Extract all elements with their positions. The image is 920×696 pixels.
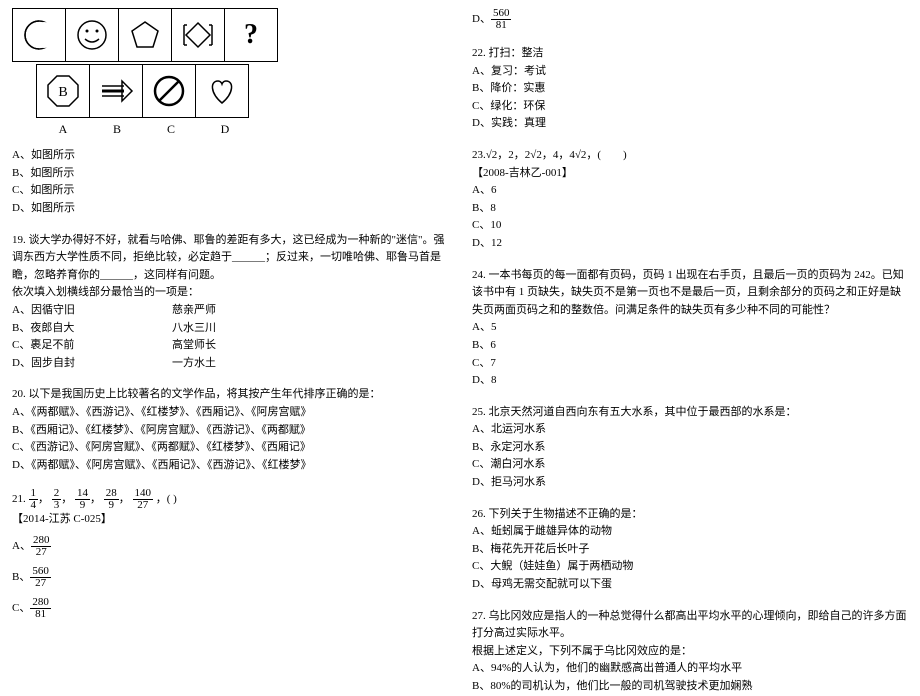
cell-heart	[195, 64, 249, 118]
q19-text: 19. 谈大学办得好不好，就看与哈佛、耶鲁的差距有多大，这已经成为一种新的"迷信…	[12, 232, 448, 285]
q23-tag: 【2008-吉林乙-001】	[472, 165, 908, 183]
q20-opt-c: C、《西游记》、《阿房宫赋》、《两都赋》、《红楼梦》、《西厢记》	[12, 439, 448, 457]
q19-opt-a: A、因循守旧慈亲严师	[12, 302, 448, 320]
q21-seq: 21. 14， 23， 149， 289， 14027 ，( )	[12, 488, 448, 511]
q18-options: A、如图所示 B、如图所示 C、如图所示 D、如图所示	[12, 147, 448, 217]
q19: 19. 谈大学办得好不好，就看与哈佛、耶鲁的差距有多大，这已经成为一种新的"迷信…	[12, 232, 448, 373]
q24: 24. 一本书每页的每一面都有页码，页码 1 出现在右手页，且最后一页的页码为 …	[472, 267, 908, 390]
q22-opt-a: A、复习：考试	[472, 63, 908, 81]
q20: 20. 以下是我国历史上比较著名的文学作品，将其按产生年代排序正确的是： A、《…	[12, 386, 448, 474]
q23-seq: 23.√2，2，2√2，4，4√2，( )	[472, 147, 908, 165]
q23: 23.√2，2，2√2，4，4√2，( ) 【2008-吉林乙-001】 A、6…	[472, 147, 908, 253]
cell-octagon-b: B	[36, 64, 90, 118]
q25: 25. 北京天然河道自西向东有五大水系，其中位于最西部的水系是： A、北运河水系…	[472, 404, 908, 492]
q25-opt-c: C、潮白河水系	[472, 456, 908, 474]
q27: 27. 乌比冈效应是指人的一种总觉得什么都高出平均水平的心理倾向，即给自己的许多…	[472, 608, 908, 696]
q20-opt-d: D、《两都赋》、《阿房宫赋》、《西厢记》、《西游记》、《红楼梦》	[12, 457, 448, 475]
q21-num: 21.	[12, 493, 26, 505]
q21: 21. 14， 23， 149， 289， 14027 ，( ) 【2014-江…	[12, 488, 448, 620]
q21-tag: 【2014-江苏 C-025】	[12, 511, 448, 529]
q24-text: 24. 一本书每页的每一面都有页码，页码 1 出现在右手页，且最后一页的页码为 …	[472, 267, 908, 320]
q25-text: 25. 北京天然河道自西向东有五大水系，其中位于最西部的水系是：	[472, 404, 908, 422]
figure-row-2: B	[36, 64, 448, 118]
q23-opt-a: A、6	[472, 182, 908, 200]
q26-text: 26. 下列关于生物描述不正确的是：	[472, 506, 908, 524]
q22: 22. 打扫：整洁 A、复习：考试 B、降价：实惠 C、绿化：环保 D、实践：真…	[472, 45, 908, 133]
q24-opt-c: C、7	[472, 355, 908, 373]
q24-opt-a: A、5	[472, 319, 908, 337]
label-c: C	[144, 120, 198, 139]
q27-text2: 根据上述定义，下列不属于乌比冈效应的是：	[472, 643, 908, 661]
cell-crescent	[12, 8, 66, 62]
q27-opt-a: A、94%的人认为，他们的幽默感高出普通人的平均水平	[472, 660, 908, 678]
q20-text: 20. 以下是我国历史上比较著名的文学作品，将其按产生年代排序正确的是：	[12, 386, 448, 404]
q23-opt-b: B、8	[472, 200, 908, 218]
q19-body: 谈大学办得好不好，就看与哈佛、耶鲁的差距有多大，这已经成为一种新的"迷信"。强调…	[12, 234, 444, 281]
q26-opt-a: A、蚯蚓属于雌雄异体的动物	[472, 523, 908, 541]
cell-smiley	[65, 8, 119, 62]
cell-diamond-brackets	[171, 8, 225, 62]
q24-opt-d: D、8	[472, 372, 908, 390]
q27-text1: 27. 乌比冈效应是指人的一种总觉得什么都高出平均水平的心理倾向，即给自己的许多…	[472, 608, 908, 643]
cell-pentagon	[118, 8, 172, 62]
q20-body: 以下是我国历史上比较著名的文学作品，将其按产生年代排序正确的是：	[29, 388, 381, 400]
q24-opt-b: B、6	[472, 337, 908, 355]
opt-b: B、如图所示	[12, 165, 448, 183]
q21-opt-b: B、56027	[12, 566, 448, 589]
right-column: D、56081 22. 打扫：整洁 A、复习：考试 B、降价：实惠 C、绿化：环…	[460, 0, 920, 651]
left-column: ? B A B C D A、如图所示 B、如图所示 C、如图所示	[0, 0, 460, 651]
opt-c: C、如图所示	[12, 182, 448, 200]
q22-opt-d: D、实践：真理	[472, 115, 908, 133]
octagon-letter: B	[58, 85, 67, 100]
q23-opt-d: D、12	[472, 235, 908, 253]
q25-opt-b: B、永定河水系	[472, 439, 908, 457]
label-d: D	[198, 120, 252, 139]
cell-question: ?	[224, 8, 278, 62]
q26: 26. 下列关于生物描述不正确的是： A、蚯蚓属于雌雄异体的动物 B、梅花先开花…	[472, 506, 908, 594]
q23-opt-c: C、10	[472, 217, 908, 235]
q22-stem: 22. 打扫：整洁	[472, 45, 908, 63]
q21-opt-d: D、56081	[472, 8, 908, 31]
q19-opt-b: B、夜郎自大八水三川	[12, 320, 448, 338]
q26-opt-b: B、梅花先开花后长叶子	[472, 541, 908, 559]
q25-opt-a: A、北运河水系	[472, 421, 908, 439]
label-b: B	[90, 120, 144, 139]
q25-opt-d: D、拒马河水系	[472, 474, 908, 492]
q19-prompt: 依次填入划横线部分最恰当的一项是：	[12, 284, 448, 302]
figure-labels: A B C D	[36, 120, 448, 139]
cell-no-symbol	[142, 64, 196, 118]
opt-a: A、如图所示	[12, 147, 448, 165]
q20-num: 20.	[12, 388, 29, 400]
q19-num: 19.	[12, 234, 29, 246]
q26-opt-d: D、母鸡无需交配就可以下蛋	[472, 576, 908, 594]
q21-opt-c: C、28081	[12, 597, 448, 620]
q20-opt-b: B、《西厢记》、《红楼梦》、《阿房宫赋》、《西游记》、《两都赋》	[12, 422, 448, 440]
q26-opt-c: C、大鲵（娃娃鱼）属于两栖动物	[472, 558, 908, 576]
figure-question: ? B A B C D	[12, 8, 448, 139]
q21-opt-a: A、28027	[12, 535, 448, 558]
opt-d: D、如图所示	[12, 200, 448, 218]
label-a: A	[36, 120, 90, 139]
q27-opt-b: B、80%的司机认为，他们比一般的司机驾驶技术更加娴熟	[472, 678, 908, 696]
q19-opt-d: D、固步自封一方水土	[12, 355, 448, 373]
figure-row-1: ?	[12, 8, 448, 62]
q22-opt-c: C、绿化：环保	[472, 98, 908, 116]
question-mark: ?	[244, 13, 258, 58]
q20-opt-a: A、《两都赋》、《西游记》、《红楼梦》、《西厢记》、《阿房宫赋》	[12, 404, 448, 422]
cell-arrow	[89, 64, 143, 118]
q19-opt-c: C、裹足不前高堂师长	[12, 337, 448, 355]
q22-opt-b: B、降价：实惠	[472, 80, 908, 98]
